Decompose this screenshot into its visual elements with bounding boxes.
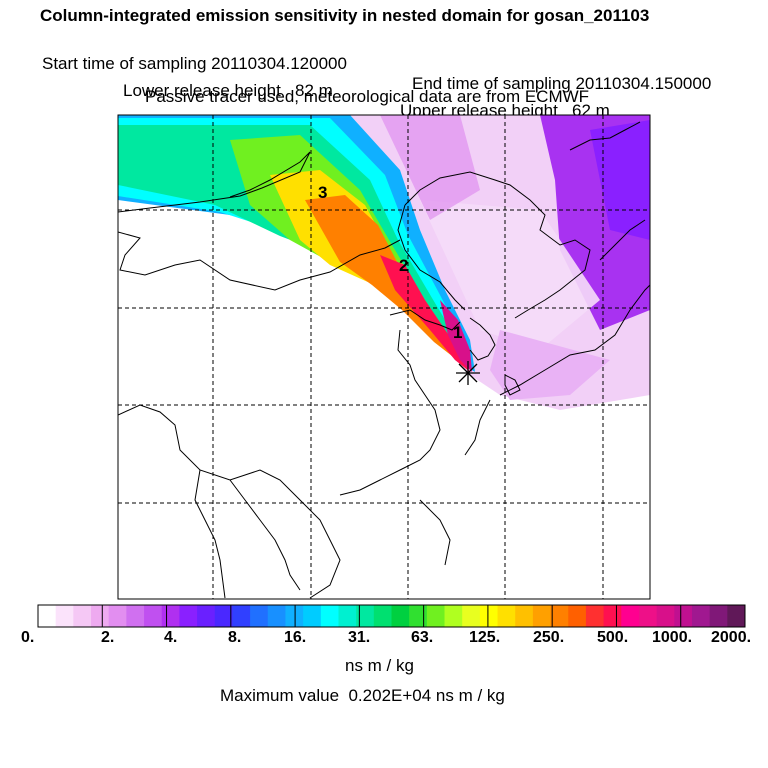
sampling-time-row: Start time of sampling 20110304.120000 E… xyxy=(0,34,768,94)
colorbar-tick: 0. xyxy=(21,629,35,646)
colorbar-swatch xyxy=(409,605,428,627)
colorbar-swatch xyxy=(515,605,534,627)
colorbar xyxy=(37,604,746,628)
colorbar-swatch xyxy=(497,605,516,627)
colorbar-swatch xyxy=(656,605,675,627)
colorbar-swatch xyxy=(55,605,74,627)
colorbar-tick: 2000. xyxy=(711,629,752,646)
colorbar-swatch xyxy=(338,605,357,627)
start-time-label: Start time of sampling 20110304.120000 xyxy=(42,54,347,73)
colorbar-swatch xyxy=(197,605,216,627)
colorbar-swatch xyxy=(444,605,463,627)
colorbar-swatch xyxy=(250,605,269,627)
colorbar-swatch xyxy=(462,605,481,627)
colorbar-tick: 4. xyxy=(164,629,178,646)
colorbar-tick: 2. xyxy=(101,629,115,646)
colorbar-swatch xyxy=(214,605,233,627)
colorbar-swatch xyxy=(144,605,163,627)
lower-release-label: Lower release height 82 m xyxy=(123,81,333,100)
day-label-2: 2 xyxy=(399,256,408,275)
colorbar-swatch xyxy=(126,605,145,627)
day-label-1: 1 xyxy=(453,323,462,342)
colorbar-swatch xyxy=(603,605,622,627)
map-frame xyxy=(117,114,651,600)
colorbar-swatch xyxy=(568,605,587,627)
receptor-marker-icon xyxy=(456,361,480,385)
colorbar-swatch xyxy=(532,605,552,627)
colorbar-swatch xyxy=(727,605,746,627)
map-title: Column-integrated emission sensitivity i… xyxy=(40,6,650,25)
colorbar-swatch xyxy=(38,605,57,627)
colorbar-tick: 125. xyxy=(469,629,501,646)
colorbar-units: ns m / kg xyxy=(345,656,414,675)
end-time-label: End time of sampling 20110304.150000 xyxy=(412,74,712,93)
colorbar-swatch xyxy=(179,605,198,627)
colorbar-swatch xyxy=(691,605,711,627)
colorbar-tick: 31. xyxy=(348,629,371,646)
colorbar-frame xyxy=(37,604,746,628)
tracer-note: Passive tracer used, meteorological data… xyxy=(145,87,590,106)
colorbar-tick: 16. xyxy=(284,629,307,646)
colorbar-tick: 8. xyxy=(228,629,242,646)
colorbar-tick: 250. xyxy=(533,629,565,646)
colorbar-tick: 63. xyxy=(411,629,434,646)
lat-lon-grid xyxy=(118,115,650,599)
colorbar-swatch xyxy=(161,605,180,627)
colorbar-swatch xyxy=(356,605,375,627)
colorbar-swatch xyxy=(303,605,322,627)
colorbar-swatch xyxy=(621,605,640,627)
colorbar-swatch xyxy=(267,605,286,627)
colorbar-tick: 1000. xyxy=(652,629,693,646)
colorbar-swatch xyxy=(391,605,410,627)
colorbar-swatch xyxy=(91,605,110,627)
colorbar-swatch xyxy=(479,605,499,627)
colorbar-swatch xyxy=(373,605,392,627)
maximum-value-label: Maximum value 0.202E+04 ns m / kg xyxy=(220,686,505,705)
colorbar-swatch xyxy=(285,605,304,627)
coastlines xyxy=(118,121,650,599)
day-label-3: 3 xyxy=(318,183,327,202)
colorbar-tick: 500. xyxy=(597,629,629,646)
colorbar-swatch xyxy=(585,605,605,627)
colorbar-swatch xyxy=(638,605,658,627)
colorbar-swatch xyxy=(320,605,339,627)
colorbar-swatch xyxy=(232,605,251,627)
colorbar-swatch xyxy=(709,605,728,627)
colorbar-swatch xyxy=(108,605,127,627)
colorbar-swatch xyxy=(550,605,569,627)
colorbar-swatch xyxy=(674,605,693,627)
colorbar-swatch xyxy=(73,605,92,627)
colorbar-swatch xyxy=(426,605,446,627)
